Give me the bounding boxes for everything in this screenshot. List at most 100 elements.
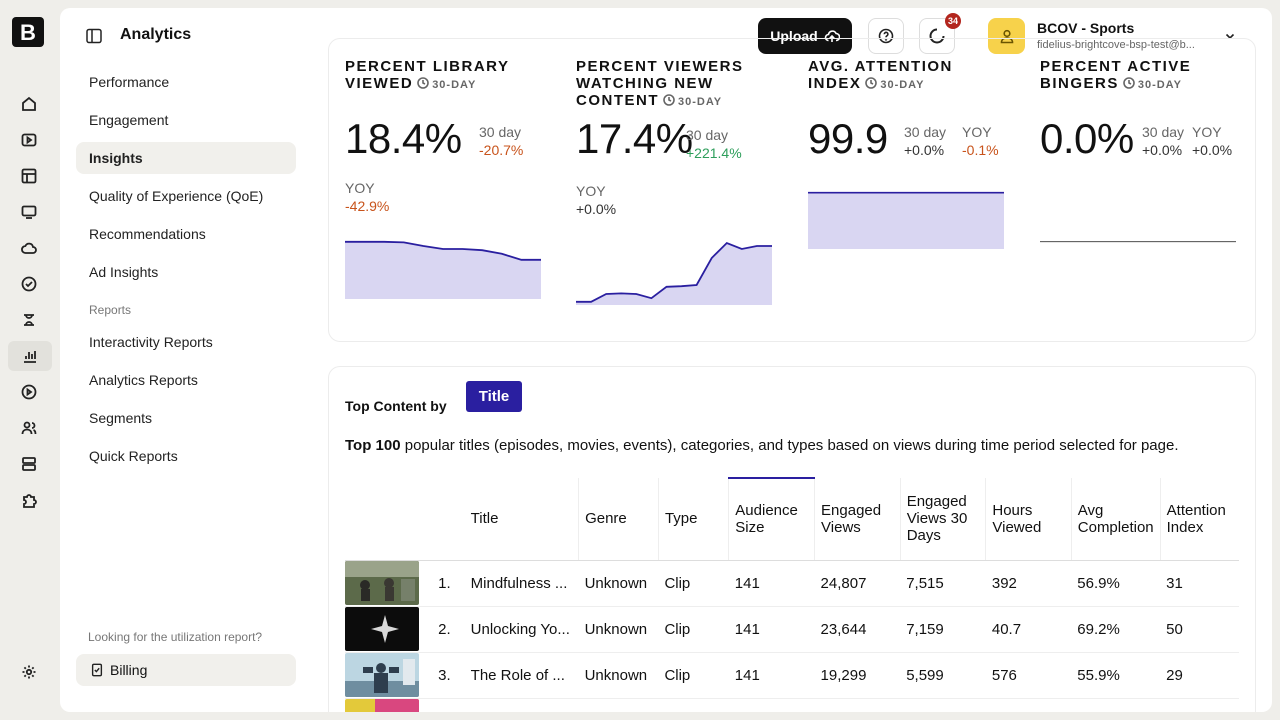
clock-icon — [417, 77, 429, 89]
kpi-compare-30day: 30 day -20.7% — [479, 124, 524, 158]
row-rank: 3. — [419, 652, 465, 699]
main-panel: Analytics Upload 34 BCOV - Sports fideli… — [60, 8, 1272, 712]
kpi-title: Avg. Attention Index 30-DAY — [808, 58, 953, 92]
top-content-label: Top Content by — [345, 398, 447, 414]
column-engaged-views[interactable]: Engaged Views — [814, 478, 901, 561]
nav-item-segments[interactable]: Segments — [89, 410, 153, 426]
clock-icon — [663, 94, 675, 106]
table-row[interactable]: 3. The Role of ... Unknown Clip 141 19,2… — [345, 652, 1239, 699]
brand-logo-icon[interactable]: B — [11, 16, 45, 48]
column-attention-index[interactable]: Attention Index — [1159, 478, 1239, 561]
settings-icon[interactable] — [16, 659, 42, 685]
column-avg-completion[interactable]: Avg Completion — [1070, 478, 1161, 561]
row-avg-completion: 56.9% — [1071, 560, 1161, 607]
receipt-icon — [91, 663, 103, 677]
analytics-nav: Performance Engagement Insights Quality … — [76, 66, 296, 478]
utilization-question: Looking for the utilization report? — [88, 630, 263, 644]
kpi-compare-30day: 30 day +0.0% — [904, 124, 947, 158]
column-hours-viewed[interactable]: Hours Viewed — [985, 478, 1072, 561]
spark-line — [576, 241, 772, 303]
table-row[interactable] — [345, 698, 1239, 712]
column-genre[interactable]: Genre — [578, 478, 659, 561]
check-circle-icon[interactable] — [16, 271, 42, 297]
help-button[interactable] — [868, 18, 904, 54]
row-title[interactable]: The Role of ... — [464, 652, 579, 699]
help-icon — [878, 28, 894, 44]
thumbnail-image — [345, 653, 419, 697]
row-attention-index: 50 — [1160, 606, 1239, 653]
row-hours-viewed: 576 — [985, 652, 1072, 699]
column-title[interactable]: Title — [464, 478, 579, 561]
row-audience-size: 141 — [728, 606, 815, 653]
row-title[interactable]: Mindfulness ... — [464, 560, 579, 607]
row-type: Clip — [658, 652, 729, 699]
server-icon[interactable] — [16, 451, 42, 477]
row-genre: Unknown — [578, 560, 659, 607]
top-content-card: Top Content by Title Top 100 popular tit… — [328, 366, 1256, 712]
spark-area — [576, 243, 772, 305]
kpi-period: 30-DAY — [1123, 77, 1182, 91]
page-title: Analytics — [120, 26, 192, 43]
analytics-icon[interactable] — [8, 341, 52, 371]
users-icon[interactable] — [16, 415, 42, 441]
nav-item-recommendations[interactable]: Recommendations — [89, 226, 206, 242]
column-audience-size[interactable]: Audience Size — [728, 477, 815, 561]
kpi-title: Percent Viewers Watching New Content 30-D… — [576, 58, 744, 109]
activity-button[interactable] — [919, 18, 955, 54]
puzzle-icon[interactable] — [16, 487, 42, 513]
kpi-compare-30day: 30 day +0.0% — [1142, 124, 1185, 158]
top-header: Analytics Upload 34 BCOV - Sports fideli… — [60, 8, 1272, 64]
kpi-card: Percent Library Viewed 30-DAY 18.4% 30 da… — [329, 39, 541, 329]
nav-item-performance[interactable]: Performance — [89, 74, 170, 90]
nav-item-insights[interactable]: Insights — [76, 142, 296, 174]
upload-button[interactable]: Upload — [758, 18, 852, 54]
account-name: BCOV - Sports — [1037, 20, 1135, 36]
home-icon[interactable] — [16, 91, 42, 117]
video-icon[interactable] — [16, 127, 42, 153]
sidebar-toggle-icon[interactable] — [86, 28, 102, 44]
row-audience-size: 141 — [728, 560, 815, 607]
row-engaged-views-30: 5,599 — [900, 652, 986, 699]
nav-item-engagement[interactable]: Engagement — [89, 112, 169, 128]
nav-item-ad-insights[interactable]: Ad Insights — [89, 264, 159, 280]
billing-button[interactable]: Billing — [76, 654, 296, 686]
column-type[interactable]: Type — [657, 478, 729, 561]
kpi-period: 30-DAY — [663, 94, 722, 108]
row-rank: 2. — [419, 606, 465, 653]
coin-icon[interactable] — [16, 307, 42, 333]
nav-item-qoe[interactable]: Quality of Experience (QoE) — [89, 188, 264, 204]
kpi-sparkline — [1040, 241, 1236, 243]
kpi-value: 0.0% — [1040, 115, 1134, 162]
nav-item-interactivity-reports[interactable]: Interactivity Reports — [89, 334, 213, 350]
account-switcher[interactable]: BCOV - Sports fidelius-brightcove-bsp-te… — [1037, 20, 1217, 51]
row-audience-size: 141 — [728, 652, 815, 699]
kpi-sparkline — [808, 191, 1004, 249]
kpi-card: Percent Viewers Watching New Content 30-D… — [560, 39, 772, 329]
table-icon[interactable] — [16, 163, 42, 189]
nav-item-analytics-reports[interactable]: Analytics Reports — [89, 372, 198, 388]
play-circle-icon[interactable] — [16, 379, 42, 405]
row-type: Clip — [658, 560, 729, 607]
billing-label: Billing — [110, 662, 148, 678]
kpi-compare-30day: 30 day +221.4% — [686, 127, 742, 161]
table-header-row: Title Genre Type Audience Size Engaged V… — [345, 477, 1239, 561]
row-engaged-views-30: 7,159 — [900, 606, 986, 653]
row-title[interactable]: Unlocking Yo... — [464, 606, 579, 653]
row-engaged-views-30: 7,515 — [900, 560, 986, 607]
table-row[interactable]: 2. Unlocking Yo... Unknown Clip 141 23,6… — [345, 606, 1239, 653]
upload-label: Upload — [770, 28, 818, 44]
kpi-value: 99.9 — [808, 115, 888, 162]
column-engaged-views-30[interactable]: Engaged Views 30 Days — [899, 478, 986, 561]
nav-item-quick-reports[interactable]: Quick Reports — [89, 448, 178, 464]
kpi-compare-yoy: YOY +0.0% — [1192, 124, 1233, 158]
top-content-dimension-select[interactable]: Title — [466, 381, 522, 412]
cloud-icon[interactable] — [16, 235, 42, 261]
kpi-value: 17.4% — [576, 115, 693, 162]
row-attention-index: 29 — [1160, 652, 1239, 699]
table-row[interactable]: 1. Mindfulness ... Unknown Clip 141 24,8… — [345, 560, 1239, 607]
svg-text:B: B — [20, 20, 36, 45]
kpi-compare-yoy: YOY +0.0% — [576, 183, 617, 217]
screen-icon[interactable] — [16, 199, 42, 225]
row-engaged-views: 19,299 — [814, 652, 901, 699]
top-content-table: Title Genre Type Audience Size Engaged V… — [345, 477, 1239, 712]
